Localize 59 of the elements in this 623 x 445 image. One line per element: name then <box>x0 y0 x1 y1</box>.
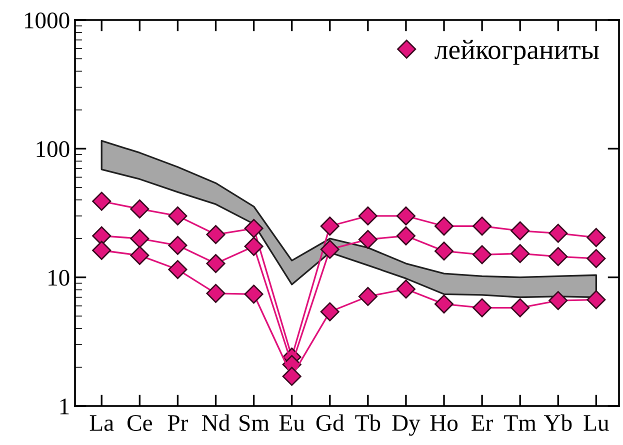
x-tick-label: Ce <box>128 415 152 431</box>
x-tick-label: Gd <box>316 414 344 431</box>
point <box>168 260 188 280</box>
x-tick-label: Nd <box>202 414 230 431</box>
point <box>586 290 606 310</box>
point <box>472 216 492 236</box>
y-tick-label: 1 <box>60 398 69 414</box>
point <box>168 206 188 226</box>
x-tick-label: Ho <box>430 415 458 431</box>
x-tick-label: Er <box>472 415 493 431</box>
point <box>206 254 226 274</box>
x-tick-label: Sm <box>240 415 270 431</box>
point <box>472 245 492 264</box>
point <box>206 284 226 303</box>
x-tick-label: Lu <box>584 415 609 431</box>
point <box>130 199 150 218</box>
point <box>586 249 606 268</box>
point <box>320 302 340 322</box>
y-tick-label: 1000 <box>24 12 70 28</box>
point <box>168 236 188 255</box>
x-tick-label: Tb <box>355 414 380 431</box>
point <box>320 216 340 236</box>
point <box>244 236 264 256</box>
legend-label: лейкограниты <box>434 40 599 65</box>
point <box>586 228 606 248</box>
point <box>548 291 568 310</box>
point <box>282 366 302 386</box>
point <box>434 242 454 261</box>
point <box>320 240 340 259</box>
y-tick-label: 10 <box>48 270 70 286</box>
point <box>206 225 226 244</box>
x-tick-label: La <box>90 415 114 431</box>
point <box>472 298 492 318</box>
point <box>358 206 378 226</box>
point <box>548 247 568 266</box>
point <box>510 298 530 318</box>
x-tick-label: Yb <box>544 414 572 431</box>
point <box>244 284 264 304</box>
point <box>92 226 112 246</box>
y-tick-label: 100 <box>36 141 70 158</box>
point <box>434 216 454 236</box>
x-tick-label: Pr <box>168 415 188 431</box>
point <box>510 244 530 264</box>
point <box>92 240 112 260</box>
x-tick-label: Tm <box>504 415 536 431</box>
point <box>396 226 416 246</box>
point <box>358 286 378 306</box>
point <box>510 221 530 240</box>
point <box>434 294 454 314</box>
x-tick-label: Eu <box>279 415 305 431</box>
point <box>130 246 150 265</box>
point <box>244 218 264 238</box>
point <box>396 206 416 226</box>
point <box>92 192 112 211</box>
x-tick-label: Dy <box>392 415 420 436</box>
point <box>130 229 150 248</box>
point <box>358 230 378 249</box>
point <box>548 224 568 243</box>
point <box>396 280 416 299</box>
